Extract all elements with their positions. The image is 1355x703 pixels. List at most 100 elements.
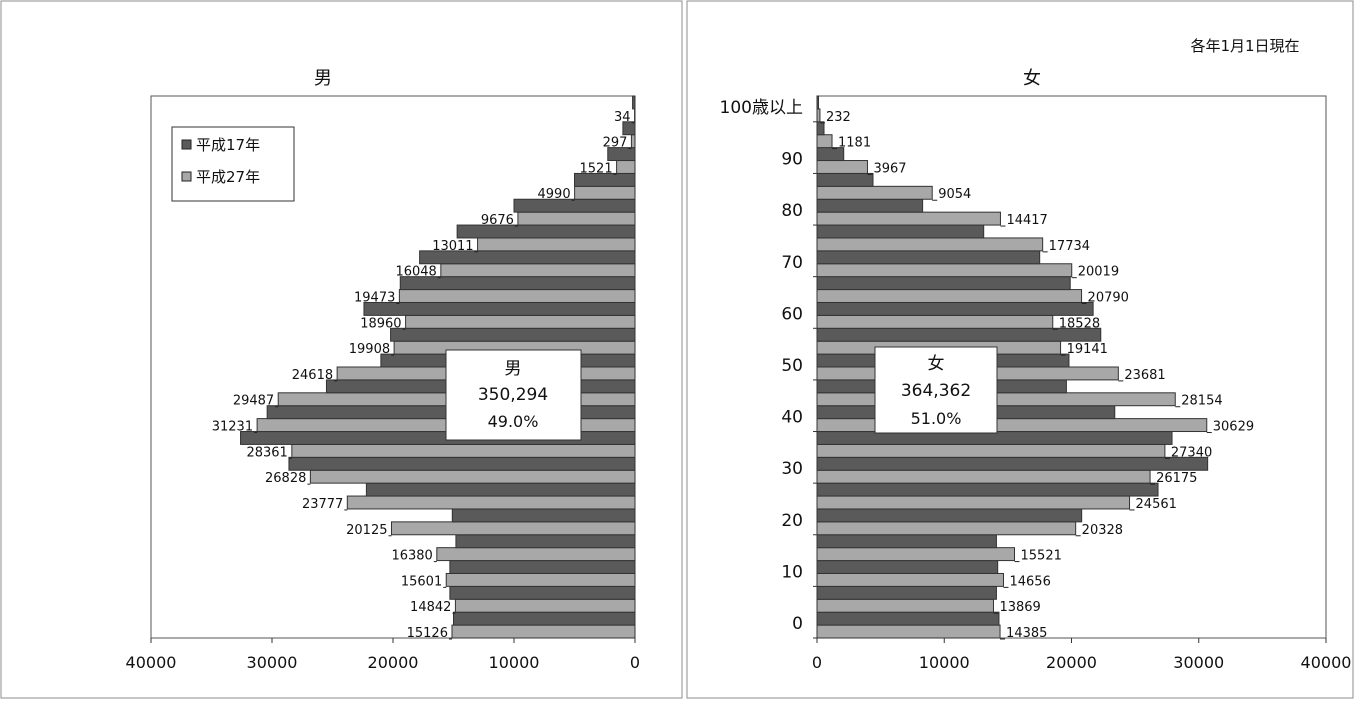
male-bar-h27 xyxy=(452,625,635,638)
male-bar-h27 xyxy=(575,186,635,199)
female-value-label: 232 xyxy=(826,110,851,125)
male-bar-h27 xyxy=(347,496,635,509)
male-value-label: 19908 xyxy=(349,342,390,357)
male-bar-h17 xyxy=(633,96,635,109)
male-value-label: 15126 xyxy=(407,626,448,641)
age-axis-label: 60 xyxy=(781,304,803,324)
female-bar-h17 xyxy=(817,122,824,135)
female-value-label: 26175 xyxy=(1156,471,1197,486)
female-value-label: 14385 xyxy=(1006,626,1047,641)
male-x-tick-label: 0 xyxy=(630,653,640,672)
male-bar-h27 xyxy=(518,212,635,225)
female-bar-h27 xyxy=(817,109,820,122)
female-bar-h27 xyxy=(817,522,1076,535)
male-bar-h27 xyxy=(292,444,635,457)
female-bar-h17 xyxy=(817,535,996,548)
age-axis-label: 100歳以上 xyxy=(720,98,803,118)
male-bar-h17 xyxy=(454,612,636,625)
male-value-label: 1521 xyxy=(580,161,613,176)
male-value-label: 13011 xyxy=(432,239,473,254)
male-x-tick-label: 40000 xyxy=(126,653,177,672)
female-value-label: 1181 xyxy=(838,136,871,151)
female-value-label: 14656 xyxy=(1009,574,1050,589)
female-bar-h27 xyxy=(817,186,932,199)
female-value-label: 14417 xyxy=(1006,213,1047,228)
female-bar-h17 xyxy=(817,612,999,625)
male-value-label: 29487 xyxy=(233,394,274,409)
female-summary-label: 女 xyxy=(928,354,945,374)
female-value-label: 27340 xyxy=(1171,445,1212,460)
male-value-label: 16048 xyxy=(395,265,436,280)
male-summary-label: 男 xyxy=(505,359,522,379)
female-bar-h27 xyxy=(817,315,1053,328)
male-bar-h17 xyxy=(450,586,635,599)
male-value-label: 19473 xyxy=(354,290,395,305)
male-bar-h17 xyxy=(391,328,635,341)
female-value-label: 23681 xyxy=(1124,368,1165,383)
female-bar-h27 xyxy=(817,264,1072,277)
female-bar-h17 xyxy=(817,277,1070,290)
female-bar-h27 xyxy=(817,135,832,148)
male-value-label: 31231 xyxy=(212,420,253,435)
male-value-label: 26828 xyxy=(265,471,306,486)
female-value-label: 20328 xyxy=(1082,523,1123,538)
male-bar-h27 xyxy=(391,522,635,535)
male-summary-box: 男 350,294 49.0% xyxy=(446,350,581,440)
female-summary-total: 364,362 xyxy=(901,381,971,401)
male-bar-h17 xyxy=(364,302,635,315)
female-bar-h27 xyxy=(817,470,1150,483)
male-summary-total: 350,294 xyxy=(478,385,548,405)
date-note: 各年1月1日現在 xyxy=(1190,37,1299,55)
female-value-label: 18528 xyxy=(1059,316,1100,331)
female-bar-h27 xyxy=(817,573,1003,586)
age-axis-label: 80 xyxy=(781,201,803,221)
female-bar-h17 xyxy=(817,302,1093,315)
legend: 平成17年 平成27年 xyxy=(172,127,294,201)
female-bar-h27 xyxy=(817,212,1000,225)
male-bar-h27 xyxy=(617,161,635,174)
female-bar-h27 xyxy=(817,238,1043,251)
male-value-label: 16380 xyxy=(391,549,432,564)
age-axis-label: 20 xyxy=(781,511,803,531)
female-value-label: 3967 xyxy=(873,161,906,176)
age-axis-label: 70 xyxy=(781,253,803,273)
female-bar-h27 xyxy=(817,161,867,174)
female-chart-title: 女 xyxy=(1023,68,1041,89)
female-bar-h17 xyxy=(817,199,923,212)
female-bar-h27 xyxy=(817,444,1165,457)
male-value-label: 23777 xyxy=(302,497,343,512)
female-bar-h17 xyxy=(817,173,873,186)
male-value-label: 18960 xyxy=(360,316,401,331)
female-value-label: 20019 xyxy=(1078,265,1119,280)
male-bar-h17 xyxy=(366,483,635,496)
male-value-label: 297 xyxy=(603,136,628,151)
female-x-tick-label: 20000 xyxy=(1046,653,1097,672)
male-bar-h27 xyxy=(437,548,635,561)
female-bar-h17 xyxy=(817,509,1082,522)
age-axis-label: 90 xyxy=(781,150,803,170)
female-bar-h17 xyxy=(817,96,819,109)
male-bar-h17 xyxy=(452,509,635,522)
female-value-label: 9054 xyxy=(938,187,971,202)
male-bar-h27 xyxy=(399,290,635,303)
age-axis-label: 50 xyxy=(781,356,803,376)
male-bar-h27 xyxy=(406,315,635,328)
male-value-label: 9676 xyxy=(481,213,514,228)
female-x-tick-label: 10000 xyxy=(919,653,970,672)
female-bar-h17 xyxy=(817,483,1158,496)
female-value-label: 13869 xyxy=(999,600,1040,615)
male-bar-h17 xyxy=(456,535,635,548)
female-x-tick-label: 40000 xyxy=(1301,653,1352,672)
legend-swatch-h17 xyxy=(182,140,191,149)
female-x-tick-label: 0 xyxy=(812,653,822,672)
male-bar-h17 xyxy=(289,457,635,470)
female-value-label: 28154 xyxy=(1181,394,1222,409)
female-bar-h27 xyxy=(817,625,1000,638)
female-summary-box: 女 364,362 51.0% xyxy=(875,347,997,433)
female-bar-h17 xyxy=(817,586,996,599)
female-bar-h27 xyxy=(817,548,1015,561)
female-bar-h17 xyxy=(817,457,1208,470)
female-x-tick-label: 30000 xyxy=(1173,653,1224,672)
